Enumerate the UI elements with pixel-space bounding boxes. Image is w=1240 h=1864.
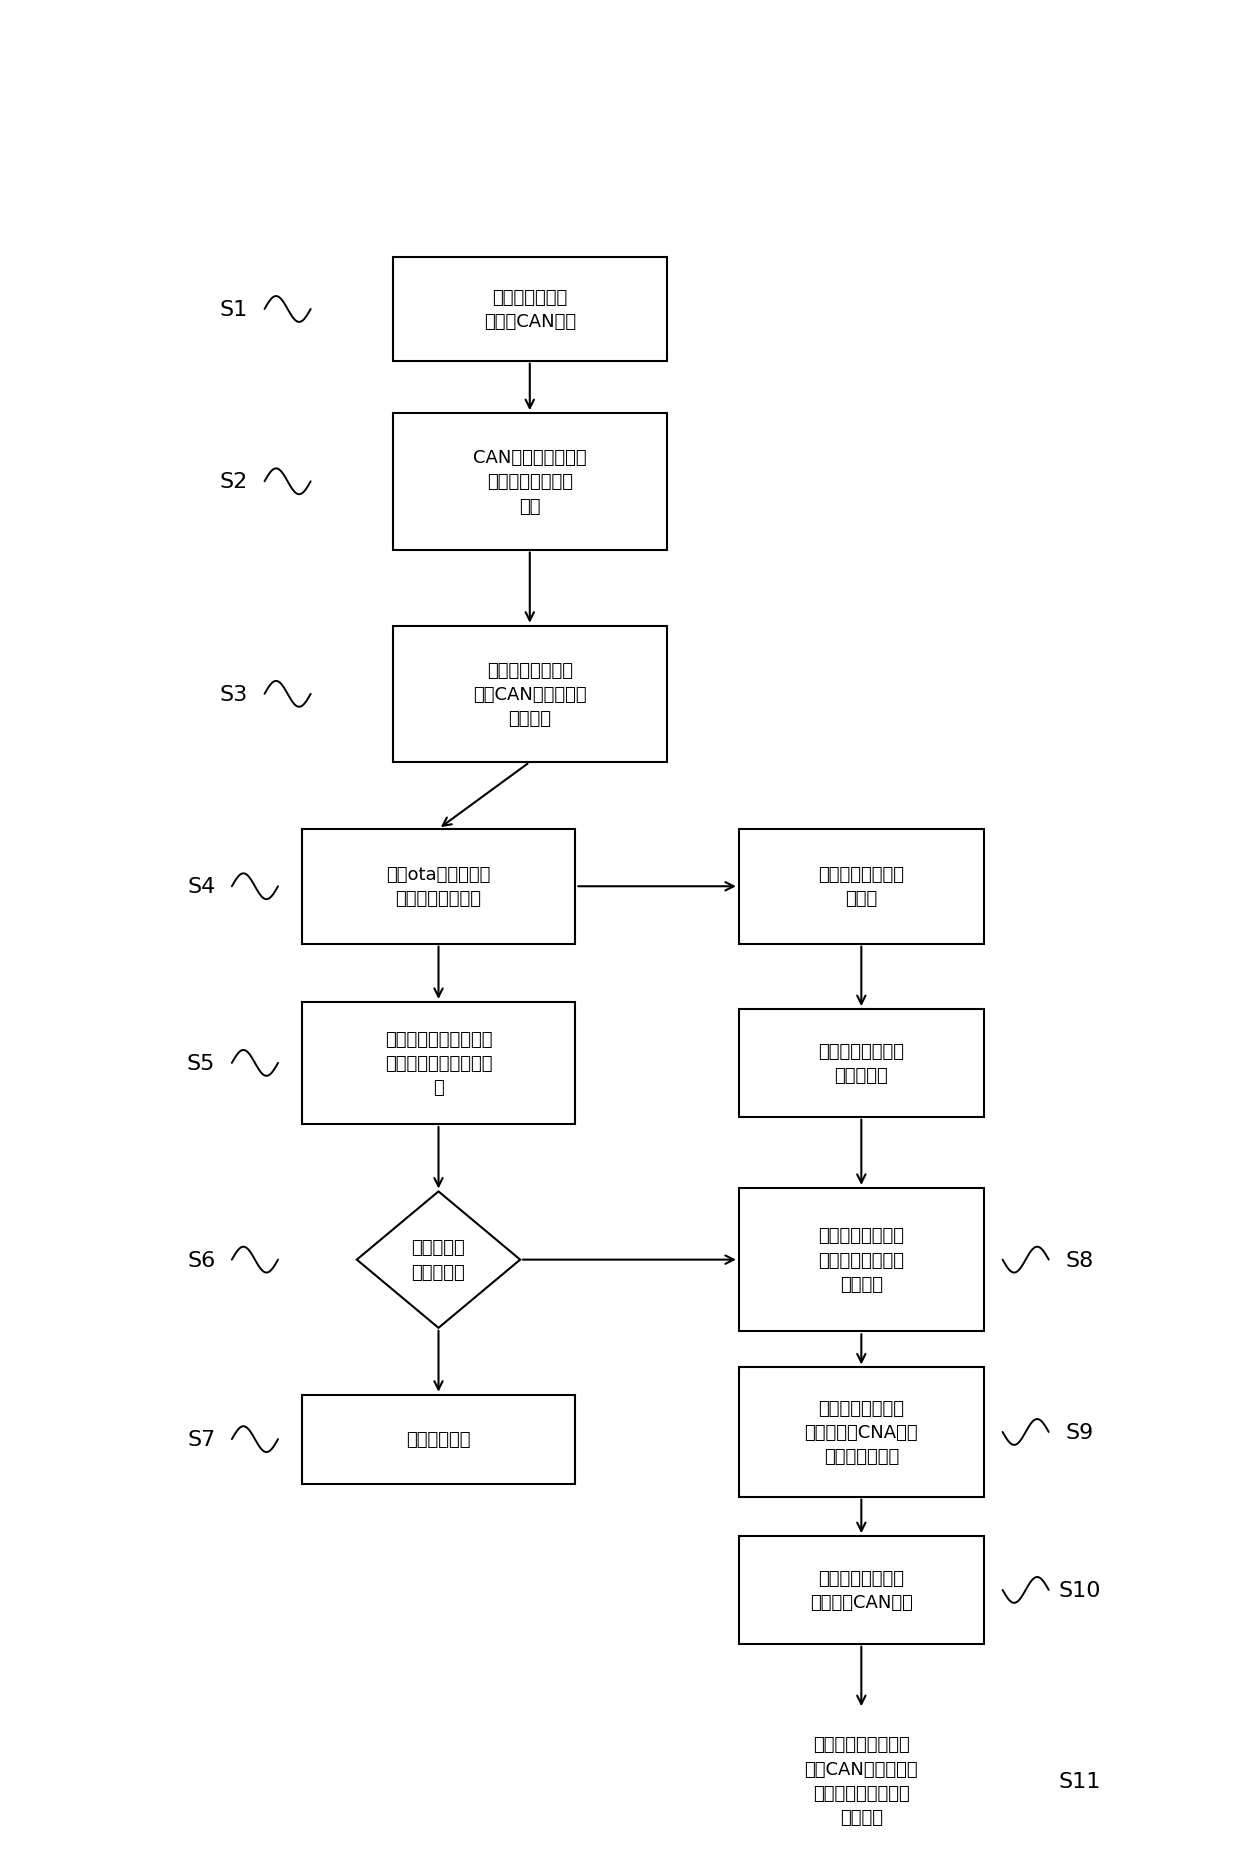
FancyBboxPatch shape xyxy=(301,1394,575,1484)
Text: 车载终端上传对应
时间段的CAN数据: 车载终端上传对应 时间段的CAN数据 xyxy=(810,1569,913,1610)
Text: 通过ota网关将故障
代码发送给云平台: 通过ota网关将故障 代码发送给云平台 xyxy=(387,865,491,908)
Text: S6: S6 xyxy=(187,1251,216,1269)
Text: S10: S10 xyxy=(1058,1581,1101,1599)
Text: S9: S9 xyxy=(1065,1422,1094,1443)
Text: 第二协议解析模块解析
故障代码，获取故障数
据: 第二协议解析模块解析 故障代码，获取故障数 据 xyxy=(384,1031,492,1096)
FancyBboxPatch shape xyxy=(301,829,575,945)
FancyBboxPatch shape xyxy=(393,626,667,762)
FancyBboxPatch shape xyxy=(301,1003,575,1124)
Text: 云平台判断故障时
间下发获取CNA数据
指令给车载终端: 云平台判断故障时 间下发获取CNA数据 指令给车载终端 xyxy=(805,1398,918,1465)
Text: 将车辆信息发送给
云平台: 将车辆信息发送给 云平台 xyxy=(818,865,904,908)
Text: S2: S2 xyxy=(219,472,248,492)
FancyBboxPatch shape xyxy=(393,414,667,550)
Text: S7: S7 xyxy=(187,1430,216,1450)
Text: 将车辆信息存储于
第二存储器: 将车辆信息存储于 第二存储器 xyxy=(818,1042,904,1085)
Text: 第一协议解析模块
解析CAN数据，获取
故障代码: 第一协议解析模块 解析CAN数据，获取 故障代码 xyxy=(472,662,587,727)
Text: S11: S11 xyxy=(1058,1771,1101,1791)
Text: CAN数据存储于第一
存储器中，建立文
件夹: CAN数据存储于第一 存储器中，建立文 件夹 xyxy=(472,449,587,514)
Text: 故障诊断模
块诊断故障: 故障诊断模 块诊断故障 xyxy=(412,1240,465,1281)
Text: S5: S5 xyxy=(187,1053,216,1074)
Text: 信息采集单元采
集车辆CAN数据: 信息采集单元采 集车辆CAN数据 xyxy=(484,289,575,332)
Text: S4: S4 xyxy=(187,876,216,897)
Text: S1: S1 xyxy=(219,300,248,321)
FancyBboxPatch shape xyxy=(739,829,983,945)
FancyBboxPatch shape xyxy=(739,1187,983,1331)
Polygon shape xyxy=(357,1191,521,1329)
Text: 显示故障数据: 显示故障数据 xyxy=(407,1430,471,1448)
FancyBboxPatch shape xyxy=(739,1709,983,1853)
FancyBboxPatch shape xyxy=(739,1536,983,1644)
Text: S3: S3 xyxy=(219,684,248,705)
Text: S8: S8 xyxy=(1065,1251,1094,1269)
FancyBboxPatch shape xyxy=(393,257,667,362)
FancyBboxPatch shape xyxy=(739,1368,983,1497)
Text: 根据故障等级和车
辆信息发送短信给
运维人员: 根据故障等级和车 辆信息发送短信给 运维人员 xyxy=(818,1227,904,1294)
Text: 云平台下载对应时间
段的CAN数据，解析
拼接成故障数据后，
显示出来: 云平台下载对应时间 段的CAN数据，解析 拼接成故障数据后， 显示出来 xyxy=(805,1735,918,1827)
FancyBboxPatch shape xyxy=(739,1010,983,1117)
